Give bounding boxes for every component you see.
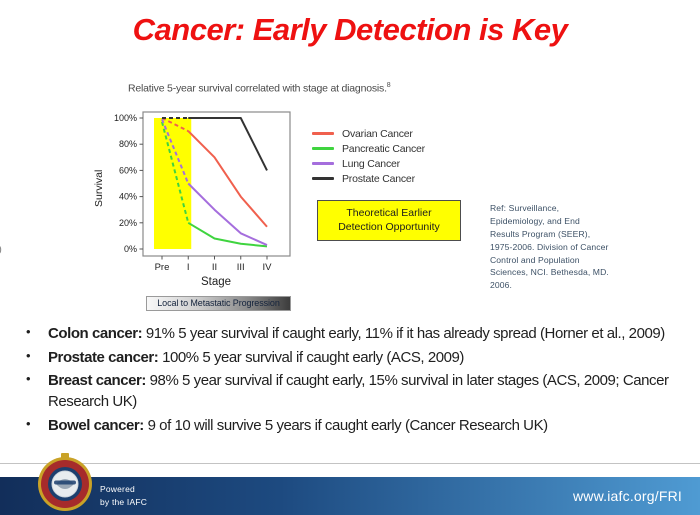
- legend-entry-2: Pancreatic Cancer: [312, 141, 425, 156]
- legend-entry-4: Prostate Cancer: [312, 171, 425, 186]
- svg-text:III: III: [237, 262, 245, 273]
- footer-band: www.iafc.org/FRI: [0, 477, 700, 515]
- svg-text:Pre: Pre: [155, 262, 170, 273]
- legend-line-swatch: [312, 162, 334, 165]
- bullet-list: • Colon cancer: 91% 5 year survival if ca…: [22, 324, 684, 439]
- svg-text:Survival: Survival: [93, 170, 105, 207]
- iafc-fire-rescue-logo-icon: [36, 453, 94, 513]
- powered-line-1: Powered: [100, 484, 135, 494]
- callout-line-1: Theoretical Earlier: [346, 207, 432, 219]
- theoretical-detection-callout: Theoretical Earlier Detection Opportunit…: [317, 200, 461, 242]
- legend-line-swatch: [312, 177, 334, 180]
- bullet-item-3: • Breast cancer: 98% 5 year survival if c…: [22, 371, 684, 412]
- bullet-lead: Breast cancer:: [48, 372, 146, 390]
- figure-caption: Relative 5-year survival correlated with…: [128, 82, 391, 95]
- progression-gradient-bar: Local to Metastatic Progression: [146, 296, 291, 311]
- footer-url-link[interactable]: www.iafc.org/FRI: [573, 488, 682, 504]
- svg-text:100%: 100%: [114, 113, 137, 123]
- bullet-item-2: • Prostate cancer: 100% 5 year survival i…: [22, 348, 684, 369]
- svg-text:0%: 0%: [124, 244, 137, 254]
- legend-line-swatch: [312, 147, 334, 150]
- bullet-lead: Colon cancer:: [48, 325, 143, 342]
- bullet-item-1: • Colon cancer: 91% 5 year survival if ca…: [22, 324, 684, 345]
- svg-text:80%: 80%: [119, 139, 137, 149]
- footer-divider: [0, 463, 700, 464]
- svg-text:Stage: Stage: [201, 276, 231, 288]
- legend-entry-3: Lung Cancer: [312, 156, 425, 171]
- legend-label: Ovarian Cancer: [342, 127, 413, 140]
- figure-caption-text: Relative 5-year survival correlated with…: [128, 82, 387, 95]
- bullet-item-4: • Bowel cancer: 9 of 10 will survive 5 ye…: [22, 416, 684, 437]
- callout-line-2: Detection Opportunity: [338, 221, 440, 234]
- bullet-text: 91% 5 year survival if caught early, 11%…: [142, 325, 665, 342]
- reference-text: Ref: Surveillance, Epidemiology, and End…: [490, 203, 609, 291]
- legend-entry-1: Ovarian Cancer: [312, 126, 425, 141]
- bullet-marker: •: [26, 371, 31, 387]
- bullet-marker: •: [26, 347, 31, 363]
- page-number-artifact: 0: [0, 243, 2, 257]
- slide-title: Cancer: Early Detection is Key: [132, 12, 568, 47]
- svg-text:IV: IV: [263, 262, 273, 273]
- svg-text:II: II: [212, 262, 217, 273]
- legend-label: Prostate Cancer: [342, 172, 415, 185]
- powered-line-2: by the IAFC: [100, 496, 148, 507]
- bullet-marker: •: [26, 324, 31, 339]
- bullet-text: 98% 5 year survival if caught early, 15%…: [48, 372, 669, 411]
- bullet-lead: Bowel cancer:: [48, 416, 144, 434]
- chart-legend: Ovarian Cancer Pancreatic Cancer Lung Canc…: [312, 126, 425, 186]
- powered-by-label: Powered by the IAFC: [100, 483, 147, 509]
- bullet-text: 9 of 10 will survive 5 years if caught e…: [143, 416, 549, 434]
- svg-text:I: I: [187, 262, 190, 273]
- figure-caption-footnote: 8: [386, 82, 391, 89]
- survival-line-chart: 0% 20% 40% 60% 80% 100% Pre I II III IV Survival Sta…: [88, 101, 313, 298]
- svg-text:60%: 60%: [119, 165, 137, 175]
- bullet-marker: •: [26, 415, 31, 431]
- bullet-text: 100% 5 year survival if caught early (AC…: [158, 348, 464, 366]
- svg-text:40%: 40%: [119, 192, 137, 202]
- legend-line-swatch: [312, 132, 334, 135]
- svg-text:20%: 20%: [119, 218, 137, 228]
- bullet-lead: Prostate cancer:: [48, 348, 159, 366]
- legend-label: Lung Cancer: [342, 157, 400, 170]
- legend-label: Pancreatic Cancer: [342, 142, 425, 155]
